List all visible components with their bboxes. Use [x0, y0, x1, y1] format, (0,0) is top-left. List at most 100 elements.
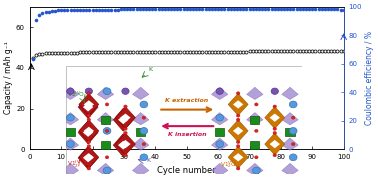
- Bar: [101, 116, 110, 124]
- Polygon shape: [118, 115, 129, 124]
- Polygon shape: [62, 163, 79, 176]
- Circle shape: [124, 154, 127, 157]
- Polygon shape: [79, 120, 99, 142]
- Polygon shape: [132, 113, 149, 125]
- Polygon shape: [113, 134, 133, 157]
- Circle shape: [87, 141, 91, 144]
- Bar: [285, 129, 294, 136]
- Polygon shape: [83, 128, 93, 137]
- Polygon shape: [211, 87, 228, 100]
- Circle shape: [289, 154, 297, 161]
- Polygon shape: [97, 87, 114, 100]
- Circle shape: [124, 127, 127, 130]
- Polygon shape: [132, 163, 149, 176]
- Circle shape: [291, 116, 295, 119]
- Circle shape: [67, 114, 74, 121]
- Circle shape: [124, 105, 127, 108]
- Circle shape: [216, 141, 223, 147]
- Circle shape: [142, 142, 146, 146]
- Circle shape: [254, 129, 258, 132]
- Text: $\mathrm{V1^{IV,V}_2O_9}$: $\mathrm{V1^{IV,V}_2O_9}$: [67, 159, 93, 170]
- Polygon shape: [233, 127, 243, 135]
- Circle shape: [253, 167, 260, 174]
- Circle shape: [289, 101, 297, 108]
- Polygon shape: [246, 163, 263, 176]
- Text: $\mathrm{V1^{V}_2O_9}$: $\mathrm{V1^{V}_2O_9}$: [220, 159, 240, 170]
- Bar: [66, 129, 75, 136]
- Polygon shape: [211, 163, 228, 176]
- Circle shape: [289, 127, 297, 134]
- Polygon shape: [84, 100, 94, 109]
- Polygon shape: [120, 140, 131, 148]
- Polygon shape: [83, 103, 93, 112]
- Polygon shape: [132, 87, 149, 100]
- Polygon shape: [62, 87, 79, 100]
- Circle shape: [67, 88, 74, 94]
- Circle shape: [236, 114, 240, 117]
- Circle shape: [273, 127, 277, 130]
- Circle shape: [216, 114, 223, 121]
- Bar: [215, 129, 224, 136]
- Polygon shape: [78, 146, 98, 169]
- Polygon shape: [97, 163, 114, 176]
- Polygon shape: [118, 141, 129, 149]
- Polygon shape: [270, 113, 280, 122]
- Circle shape: [87, 167, 91, 170]
- Bar: [136, 129, 145, 136]
- Bar: [250, 116, 259, 124]
- Polygon shape: [228, 94, 248, 115]
- Polygon shape: [282, 163, 298, 176]
- Circle shape: [103, 127, 111, 134]
- Polygon shape: [228, 120, 248, 142]
- Text: K: K: [148, 67, 152, 72]
- Polygon shape: [282, 138, 298, 150]
- Polygon shape: [62, 113, 79, 125]
- Polygon shape: [84, 153, 94, 161]
- Text: K: K: [147, 158, 151, 163]
- Circle shape: [236, 92, 240, 95]
- Polygon shape: [79, 146, 99, 168]
- Circle shape: [105, 129, 109, 132]
- Circle shape: [140, 101, 148, 108]
- Circle shape: [273, 131, 277, 135]
- Y-axis label: Capacity / mAh g⁻¹: Capacity / mAh g⁻¹: [4, 42, 13, 114]
- Circle shape: [122, 88, 129, 94]
- Polygon shape: [282, 113, 298, 125]
- Polygon shape: [211, 138, 228, 150]
- Circle shape: [85, 88, 93, 94]
- Polygon shape: [246, 113, 263, 125]
- Circle shape: [87, 114, 91, 117]
- Circle shape: [87, 145, 91, 148]
- Polygon shape: [265, 107, 285, 129]
- Text: K extraction: K extraction: [166, 98, 209, 103]
- Polygon shape: [270, 140, 280, 148]
- Polygon shape: [79, 94, 99, 115]
- Circle shape: [236, 145, 240, 148]
- Circle shape: [291, 142, 295, 146]
- Polygon shape: [84, 127, 94, 135]
- Polygon shape: [246, 87, 263, 100]
- Circle shape: [142, 116, 146, 119]
- Circle shape: [124, 131, 127, 135]
- Circle shape: [87, 118, 91, 121]
- Polygon shape: [115, 107, 135, 129]
- Polygon shape: [228, 146, 248, 168]
- Polygon shape: [62, 138, 79, 150]
- Polygon shape: [78, 121, 98, 144]
- Polygon shape: [233, 100, 243, 109]
- Bar: [250, 141, 259, 149]
- Text: $\mathrm{V2^{IV}O_6}$: $\mathrm{V2^{IV}O_6}$: [67, 90, 88, 100]
- Circle shape: [273, 105, 277, 108]
- Polygon shape: [120, 113, 131, 122]
- Circle shape: [254, 156, 258, 159]
- Circle shape: [254, 103, 258, 106]
- Polygon shape: [233, 153, 243, 161]
- Polygon shape: [115, 133, 135, 155]
- Circle shape: [87, 92, 91, 95]
- Bar: [101, 141, 110, 149]
- Circle shape: [103, 167, 111, 174]
- Polygon shape: [282, 87, 298, 100]
- Circle shape: [273, 154, 277, 157]
- Polygon shape: [211, 113, 228, 125]
- Polygon shape: [132, 138, 149, 150]
